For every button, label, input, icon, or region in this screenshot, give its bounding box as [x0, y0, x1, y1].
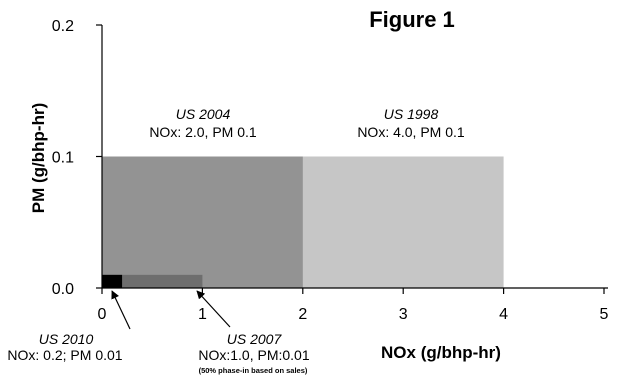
bar-us-2004 [102, 156, 303, 288]
x-tick-label: 5 [600, 306, 609, 323]
x-tick-label: 2 [298, 306, 307, 323]
y-axis-title: PM (g/bhp-hr) [29, 103, 48, 213]
us2010-arrow [111, 290, 131, 330]
us2010-label: US 2010 [39, 331, 94, 347]
us2007-note: (50% phase-in based on sales) [199, 366, 308, 375]
x-tick-label: 3 [399, 306, 408, 323]
us2007-arrow [196, 290, 231, 328]
bar-us-2007 [102, 274, 203, 288]
x-axis-title: NOx (g/bhp-hr) [381, 343, 501, 362]
us1998-detail: NOx: 4.0, PM 0.1 [357, 124, 465, 140]
y-tick-label: 0.0 [52, 281, 74, 298]
us2004-detail: NOx: 2.0, PM 0.1 [149, 124, 257, 140]
us2007-label: US 2007 [227, 331, 283, 347]
us2007-detail: NOx:1.0, PM:0.01 [198, 347, 309, 363]
us2004-label: US 2004 [176, 106, 231, 122]
bars-group [102, 156, 504, 288]
us1998-label: US 1998 [384, 106, 439, 122]
x-tick-label: 0 [98, 306, 107, 323]
ticks-group: 0 1 2 3 4 5 0.0 0.1 0.2 [52, 18, 609, 323]
y-tick-label: 0.2 [52, 18, 74, 35]
y-tick-label: 0.1 [52, 150, 74, 167]
chart-title: Figure 1 [369, 7, 455, 32]
x-tick-label: 4 [499, 306, 508, 323]
us2010-detail: NOx: 0.2; PM 0.01 [7, 347, 122, 363]
bar-us-2010 [102, 274, 123, 288]
x-tick-label: 1 [198, 306, 207, 323]
